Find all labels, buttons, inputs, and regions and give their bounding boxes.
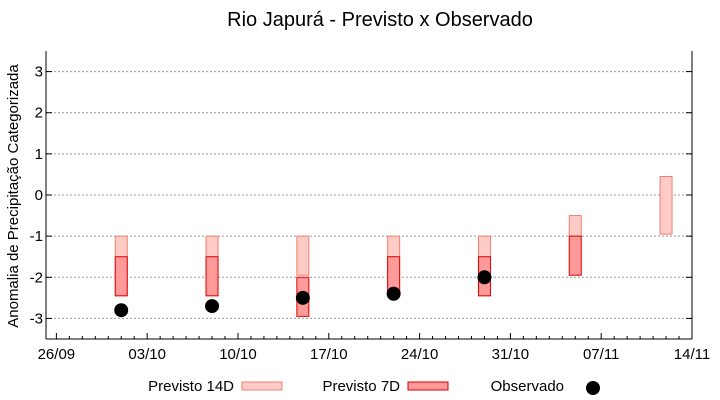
point-observado <box>477 270 492 285</box>
x-tick-label: 10/10 <box>219 346 257 363</box>
x-tick-label: 26/09 <box>38 346 76 363</box>
x-tick-label: 14/11 <box>674 346 710 363</box>
legend-swatch-7d <box>407 381 449 391</box>
y-tick-label: 3 <box>35 64 43 81</box>
bar-previsto-14d <box>659 175 673 235</box>
legend: Previsto 14D Previsto 7D Observado <box>148 378 600 395</box>
y-tick-label: -3 <box>30 310 43 327</box>
y-axis-label: Anomalia de Precipitação Categorizada <box>5 64 22 328</box>
y-tick-label: 1 <box>35 146 43 163</box>
legend-label-14d: Previsto 14D <box>148 378 234 395</box>
bar-previsto-14d <box>568 215 582 237</box>
bar-previsto-7d <box>114 256 128 297</box>
legend-label-observado: Observado <box>491 378 564 395</box>
bar-previsto-7d <box>568 235 582 276</box>
legend-marker-observado <box>586 381 600 395</box>
bar-previsto-14d <box>296 235 310 276</box>
y-tick-label: 0 <box>35 187 43 204</box>
point-observado <box>386 286 401 301</box>
point-observado <box>205 299 220 314</box>
point-observado <box>114 303 129 318</box>
x-tick-label: 24/10 <box>401 346 439 363</box>
y-tick-label: -2 <box>30 269 43 286</box>
legend-swatch-14d <box>241 381 283 391</box>
x-tick-label: 17/10 <box>310 346 348 363</box>
point-observado <box>295 290 310 305</box>
legend-label-7d: Previsto 7D <box>322 378 400 395</box>
x-tick-label: 07/11 <box>583 346 619 363</box>
y-tick-label: -1 <box>30 228 43 245</box>
x-tick-label: 03/10 <box>128 346 166 363</box>
bar-previsto-7d <box>205 256 219 297</box>
chart-title: Rio Japurá - Previsto x Observado <box>227 9 533 31</box>
y-tick-label: 2 <box>35 105 43 122</box>
x-tick-label: 31/10 <box>492 346 530 363</box>
